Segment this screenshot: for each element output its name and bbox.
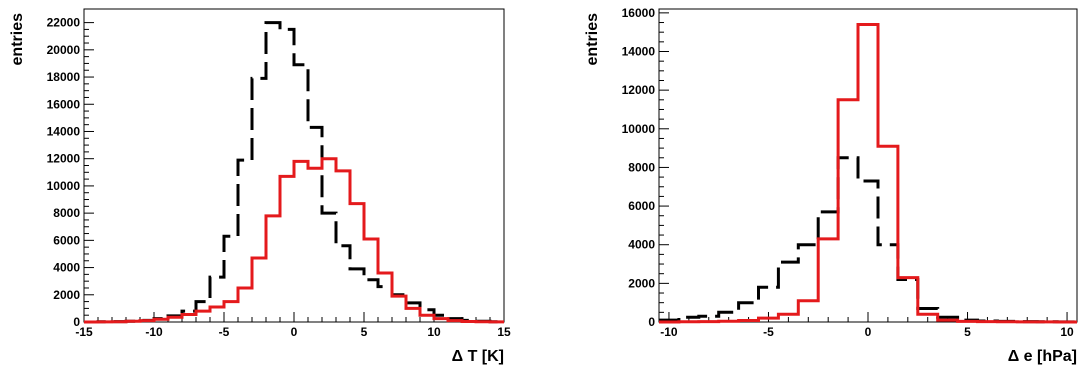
x-tick-label: -15 bbox=[75, 325, 93, 339]
x-tick-label: 0 bbox=[291, 325, 298, 339]
right-histogram-panel: 0 2000 4000 6000 8000 10000 12000 14000 16000 -10… bbox=[584, 6, 1078, 365]
y-tick-label: 8000 bbox=[53, 206, 80, 220]
x-tick-label: 0 bbox=[865, 325, 872, 339]
y-tick-label: 0 bbox=[648, 315, 655, 329]
x-tick-label: 5 bbox=[361, 325, 368, 339]
y-tick-label: 22000 bbox=[47, 16, 81, 30]
x-tick-label: -5 bbox=[219, 325, 230, 339]
x-axis-title: Δ T [K] bbox=[452, 348, 504, 365]
y-tick-label: 20000 bbox=[47, 43, 81, 57]
left-histogram-panel: 0 2000 4000 6000 8000 10000 12000 14000 16000 180… bbox=[9, 8, 511, 365]
y-tick-label: 2000 bbox=[628, 276, 655, 290]
y-tick-label: 12000 bbox=[47, 152, 81, 166]
y-tick-label: 12000 bbox=[622, 83, 656, 97]
x-tick-label: 10 bbox=[427, 325, 441, 339]
y-tick-label: 4000 bbox=[53, 261, 80, 275]
y-tick-label: 8000 bbox=[628, 160, 655, 174]
y-tick-label: 16000 bbox=[47, 97, 81, 111]
x-tick-label: 5 bbox=[964, 325, 971, 339]
y-tick-label: 14000 bbox=[622, 45, 656, 59]
x-axis-title: Δ e [hPa] bbox=[1008, 348, 1077, 365]
x-tick-label: -5 bbox=[763, 325, 774, 339]
plot-frame bbox=[658, 8, 1078, 323]
y-tick-label: 16000 bbox=[622, 6, 656, 20]
y-tick-label: 4000 bbox=[628, 238, 655, 252]
y-axis-title: entries bbox=[584, 13, 601, 66]
solid-red-histogram bbox=[659, 23, 1077, 324]
y-tick-label: 2000 bbox=[53, 288, 80, 302]
y-tick-label: 10000 bbox=[47, 179, 81, 193]
x-tick-label: -10 bbox=[660, 325, 678, 339]
y-tick-label: 14000 bbox=[47, 124, 81, 138]
x-tick-label: 15 bbox=[497, 325, 511, 339]
y-tick-label: 18000 bbox=[47, 70, 81, 84]
y-tick-label: 0 bbox=[73, 315, 80, 329]
x-tick-label: -10 bbox=[145, 325, 163, 339]
x-tick-label: 10 bbox=[1060, 325, 1074, 339]
solid-red-histogram bbox=[84, 157, 504, 324]
y-tick-label: 10000 bbox=[622, 122, 656, 136]
y-axis-title: entries bbox=[9, 13, 26, 66]
y-tick-label: 6000 bbox=[628, 199, 655, 213]
dashed-black-histogram bbox=[659, 156, 1077, 324]
y-tick-label: 6000 bbox=[53, 233, 80, 247]
